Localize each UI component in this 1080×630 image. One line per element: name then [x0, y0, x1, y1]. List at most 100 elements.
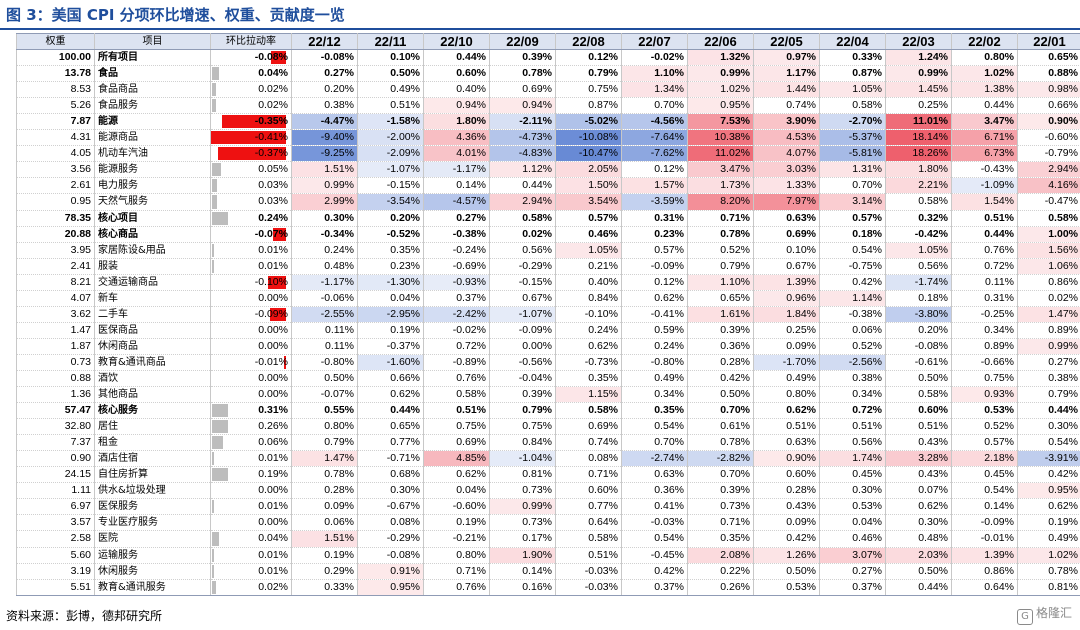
mom-value-cell: -0.67% [357, 498, 424, 516]
mom-value-cell: 0.87% [555, 97, 622, 115]
mom-value-cell: 0.76% [951, 242, 1018, 259]
mom-value-cell: 1.51% [291, 161, 358, 179]
pull-cell: -0.37% [210, 145, 292, 163]
table-row: 1.47 医保商品 0.00% 0.11% 0.19% -0.02% -0.09% 0.24%… [16, 322, 1080, 339]
weight-cell: 5.26 [16, 97, 95, 115]
mom-value-cell: 0.10% [357, 49, 424, 67]
mom-value-cell: 0.58% [423, 386, 490, 404]
mom-value-cell: 0.74% [753, 97, 820, 115]
mom-value-cell: 0.70% [687, 466, 754, 484]
mom-value-cell: -2.11% [489, 113, 556, 131]
mom-value-cell: -0.02% [621, 49, 688, 67]
mom-value-cell: 0.80% [753, 386, 820, 404]
mom-value-cell: 4.85% [423, 450, 490, 468]
table-row: 0.73 教育&通讯商品 -0.01% -0.80% -1.60% -0.89% -0.56… [16, 354, 1080, 371]
mom-value-cell: 0.99% [489, 498, 556, 516]
mom-value-cell: -0.38% [819, 306, 886, 323]
table-body: 100.00 所有项目 -0.08% -0.08% 0.10% 0.44% 0.39% 0.1… [16, 49, 1080, 596]
weight-cell: 32.80 [16, 418, 95, 436]
header-pull: 环比拉动率 [210, 32, 292, 51]
weight-cell: 57.47 [16, 402, 95, 420]
mom-value-cell: -9.40% [291, 129, 358, 147]
mom-value-cell: 0.99% [291, 177, 358, 195]
mom-value-cell: 1.50% [555, 177, 622, 195]
mom-value-cell: 0.00% [489, 338, 556, 355]
mom-value-cell: -5.02% [555, 113, 622, 131]
mom-value-cell: -0.29% [357, 530, 424, 548]
table-row: 3.56 能源服务 0.05% 1.51% -1.07% -1.17% 1.12% 2.05%… [16, 161, 1080, 179]
pull-bar [211, 131, 286, 145]
pull-value: -0.09% [254, 307, 288, 320]
mom-value-cell: 0.44% [885, 579, 952, 596]
mom-value-cell: 0.30% [357, 482, 424, 500]
mom-value-cell: 11.02% [687, 145, 754, 163]
mom-value-cell: 0.17% [489, 530, 556, 548]
mom-value-cell: -1.58% [357, 113, 424, 131]
mom-value-cell: 0.73% [489, 482, 556, 500]
mom-value-cell: 4.36% [423, 129, 490, 147]
mom-value-cell: -0.04% [489, 370, 556, 388]
mom-value-cell: 18.26% [885, 145, 952, 163]
weight-cell: 1.36 [16, 386, 95, 404]
mom-value-cell: 1.45% [885, 81, 952, 99]
header-month: 22/07 [621, 32, 688, 51]
weight-cell: 7.87 [16, 113, 95, 131]
item-name-cell: 医保商品 [94, 322, 211, 339]
mom-value-cell: 0.07% [885, 482, 952, 500]
table-row: 2.41 服装 0.01% 0.48% 0.23% -0.69% -0.29% 0.21% -0… [16, 258, 1080, 275]
mom-value-cell: 1.90% [489, 547, 556, 564]
pull-cell: 0.01% [210, 498, 292, 516]
mom-value-cell: 0.37% [819, 579, 886, 596]
mom-value-cell: 0.02% [1017, 290, 1080, 307]
mom-value-cell: 0.51% [357, 97, 424, 115]
mom-value-cell: 3.28% [885, 450, 952, 468]
mom-value-cell: -0.61% [885, 354, 952, 371]
pull-bar [212, 67, 220, 81]
mom-value-cell: 3.07% [819, 547, 886, 564]
mom-value-cell: -0.71% [357, 450, 424, 468]
mom-value-cell: 0.69% [489, 81, 556, 99]
mom-value-cell: 1.02% [951, 65, 1018, 83]
mom-value-cell: 0.08% [357, 514, 424, 532]
pull-value: 0.03% [258, 179, 288, 192]
mom-value-cell: 0.64% [951, 579, 1018, 596]
mom-value-cell: 0.06% [291, 514, 358, 532]
mom-value-cell: 2.08% [687, 547, 754, 564]
mom-value-cell: -3.80% [885, 306, 952, 323]
pull-bar [267, 275, 286, 289]
mom-value-cell: 0.02% [489, 226, 556, 243]
mom-value-cell: 0.37% [621, 579, 688, 596]
mom-value-cell: 4.01% [423, 145, 490, 163]
mom-value-cell: 0.96% [753, 290, 820, 307]
pull-cell: -0.09% [210, 306, 292, 323]
mom-value-cell: -0.60% [423, 498, 490, 516]
table-row: 32.80 居住 0.26% 0.80% 0.65% 0.75% 0.75% 0.69% 0.5… [16, 418, 1080, 436]
mom-value-cell: 0.60% [555, 482, 622, 500]
mom-value-cell: 0.35% [687, 530, 754, 548]
weight-cell: 3.62 [16, 306, 95, 323]
mom-value-cell: 0.75% [555, 81, 622, 99]
pull-bar [284, 355, 286, 369]
mom-value-cell: 0.51% [819, 418, 886, 436]
mom-value-cell: 0.09% [753, 338, 820, 355]
mom-value-cell: -4.73% [489, 129, 556, 147]
mom-value-cell: 0.75% [489, 418, 556, 436]
item-name-cell: 核心项目 [94, 210, 211, 227]
pull-value: 0.04% [258, 67, 288, 80]
weight-cell: 8.53 [16, 81, 95, 99]
mom-value-cell: 1.54% [951, 193, 1018, 211]
item-name-cell: 二手车 [94, 306, 211, 323]
mom-value-cell: 0.19% [423, 514, 490, 532]
mom-value-cell: 2.03% [885, 547, 952, 564]
mom-value-cell: 0.62% [885, 498, 952, 516]
pull-cell: -0.10% [210, 274, 292, 291]
mom-value-cell: 0.87% [819, 65, 886, 83]
header-month: 22/11 [357, 32, 424, 51]
item-name-cell: 医保服务 [94, 498, 211, 516]
mom-value-cell: 2.05% [555, 161, 622, 179]
mom-value-cell: 0.98% [1017, 81, 1080, 99]
mom-value-cell: 0.62% [423, 466, 490, 484]
pull-value: -0.41% [254, 131, 288, 144]
pull-cell: 0.01% [210, 547, 292, 564]
mom-value-cell: -7.62% [621, 145, 688, 163]
